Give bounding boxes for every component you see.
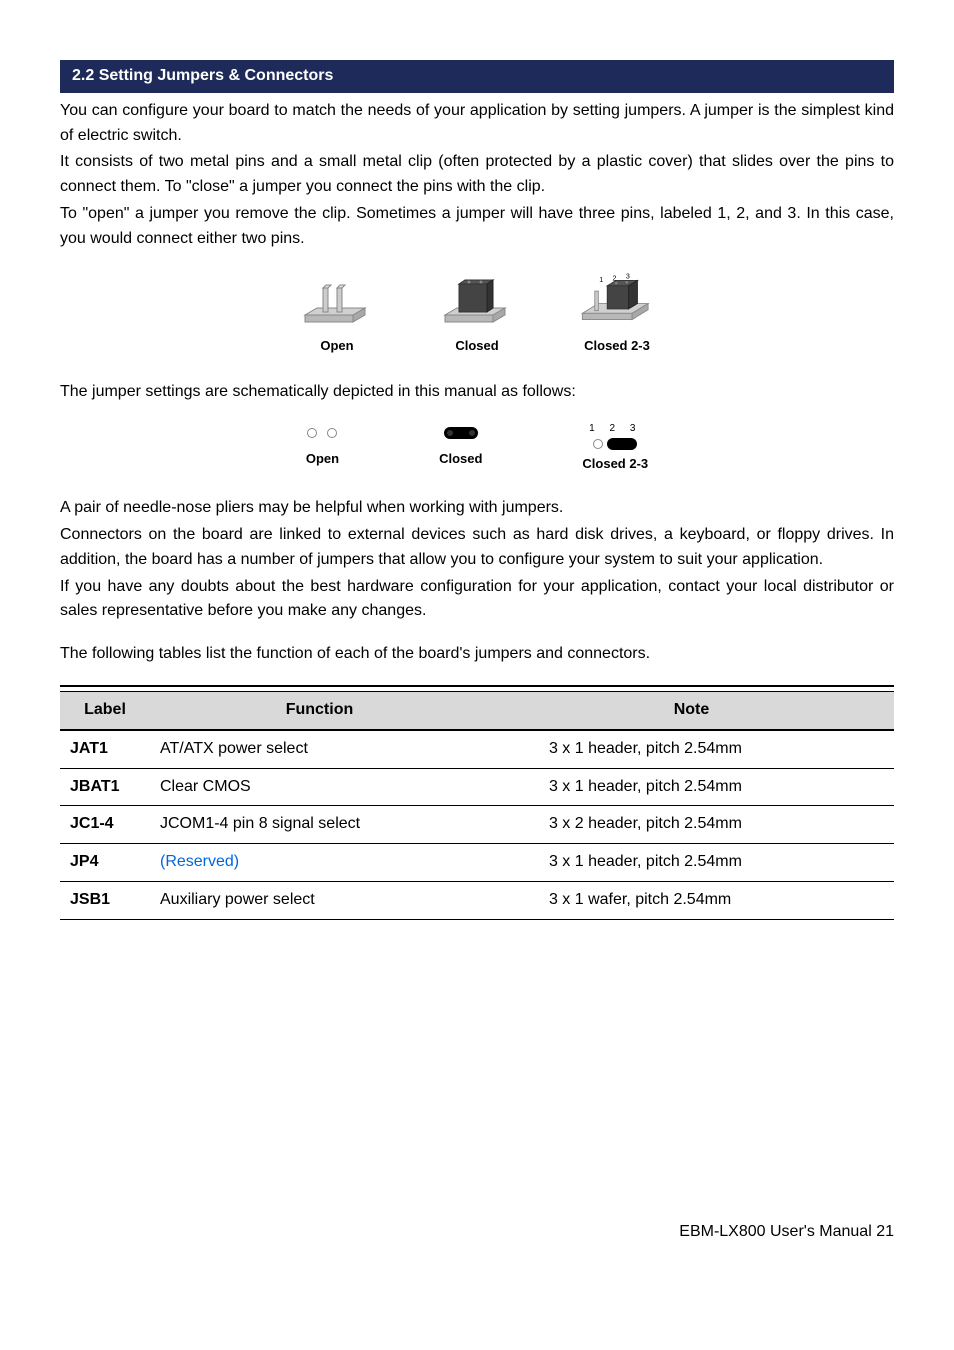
jumper-schematic-diagrams: Open Closed 1 2 3 Closed 2-3 (60, 421, 894, 475)
schematic-closed23: 1 2 3 Closed 2-3 (582, 421, 648, 475)
row-note: 3 x 1 header, pitch 2.54mm (489, 768, 894, 806)
table-row: JBAT1Clear CMOS3 x 1 header, pitch 2.54m… (60, 768, 894, 806)
row-function: Auxiliary power select (150, 881, 489, 919)
row-function: (Reserved) (150, 844, 489, 882)
schematic-closed-label: Closed (439, 449, 482, 469)
jumper-closed-3d: Closed (437, 270, 517, 356)
table-header-note: Note (489, 691, 894, 729)
page-footer: EBM-LX800 User's Manual 21 (60, 1220, 894, 1245)
intro-p1: You can configure your board to match th… (60, 99, 894, 149)
schematic-open-label: Open (306, 449, 339, 469)
section-header: 2.2 Setting Jumpers & Connectors (60, 60, 894, 93)
table-row: JAT1AT/ATX power select3 x 1 header, pit… (60, 730, 894, 768)
schematic-closed23-label: Closed 2-3 (582, 454, 648, 474)
table-row: JP4(Reserved)3 x 1 header, pitch 2.54mm (60, 844, 894, 882)
row-label: JP4 (60, 844, 150, 882)
footer-text: EBM-LX800 User's Manual (679, 1223, 871, 1240)
jumper-open-label: Open (297, 336, 377, 356)
svg-text:1: 1 (599, 276, 603, 284)
table-header-label: Label (60, 691, 150, 729)
body-p7: The following tables list the function o… (60, 642, 894, 667)
row-note: 3 x 1 header, pitch 2.54mm (489, 730, 894, 768)
jumper-closed-label: Closed (437, 336, 517, 356)
row-note: 3 x 1 header, pitch 2.54mm (489, 844, 894, 882)
table-header-function: Function (150, 691, 489, 729)
row-note: 3 x 2 header, pitch 2.54mm (489, 806, 894, 844)
row-function: Clear CMOS (150, 768, 489, 806)
footer-page: 21 (876, 1223, 894, 1240)
schematic-closed: Closed (439, 421, 482, 475)
body-p6: If you have any doubts about the best ha… (60, 575, 894, 625)
row-function: AT/ATX power select (150, 730, 489, 768)
row-note: 3 x 1 wafer, pitch 2.54mm (489, 881, 894, 919)
jumper-open-3d: Open (297, 270, 377, 356)
schematic-closed23-nums: 1 2 3 (589, 421, 641, 437)
jumper-closed23-label: Closed 2-3 (577, 336, 657, 356)
jumper-3d-diagrams: Open Closed 1 2 3 (60, 270, 894, 356)
svg-text:3: 3 (626, 272, 630, 280)
row-label: JBAT1 (60, 768, 150, 806)
body-p4: A pair of needle-nose pliers may be help… (60, 496, 894, 521)
table-row: JSB1Auxiliary power select3 x 1 wafer, p… (60, 881, 894, 919)
schematic-intro: The jumper settings are schematically de… (60, 380, 894, 405)
body-p5: Connectors on the board are linked to ex… (60, 523, 894, 573)
jumper-closed23-3d: 1 2 3 Closed 2-3 (577, 270, 657, 356)
row-label: JC1-4 (60, 806, 150, 844)
row-function: JCOM1-4 pin 8 signal select (150, 806, 489, 844)
row-label: JSB1 (60, 881, 150, 919)
jumpers-table: Label Function Note JAT1AT/ATX power sel… (60, 685, 894, 920)
table-row: JC1-4JCOM1-4 pin 8 signal select3 x 2 he… (60, 806, 894, 844)
schematic-open: Open (306, 421, 339, 475)
row-label: JAT1 (60, 730, 150, 768)
intro-p2: It consists of two metal pins and a smal… (60, 150, 894, 200)
intro-p3: To "open" a jumper you remove the clip. … (60, 202, 894, 252)
